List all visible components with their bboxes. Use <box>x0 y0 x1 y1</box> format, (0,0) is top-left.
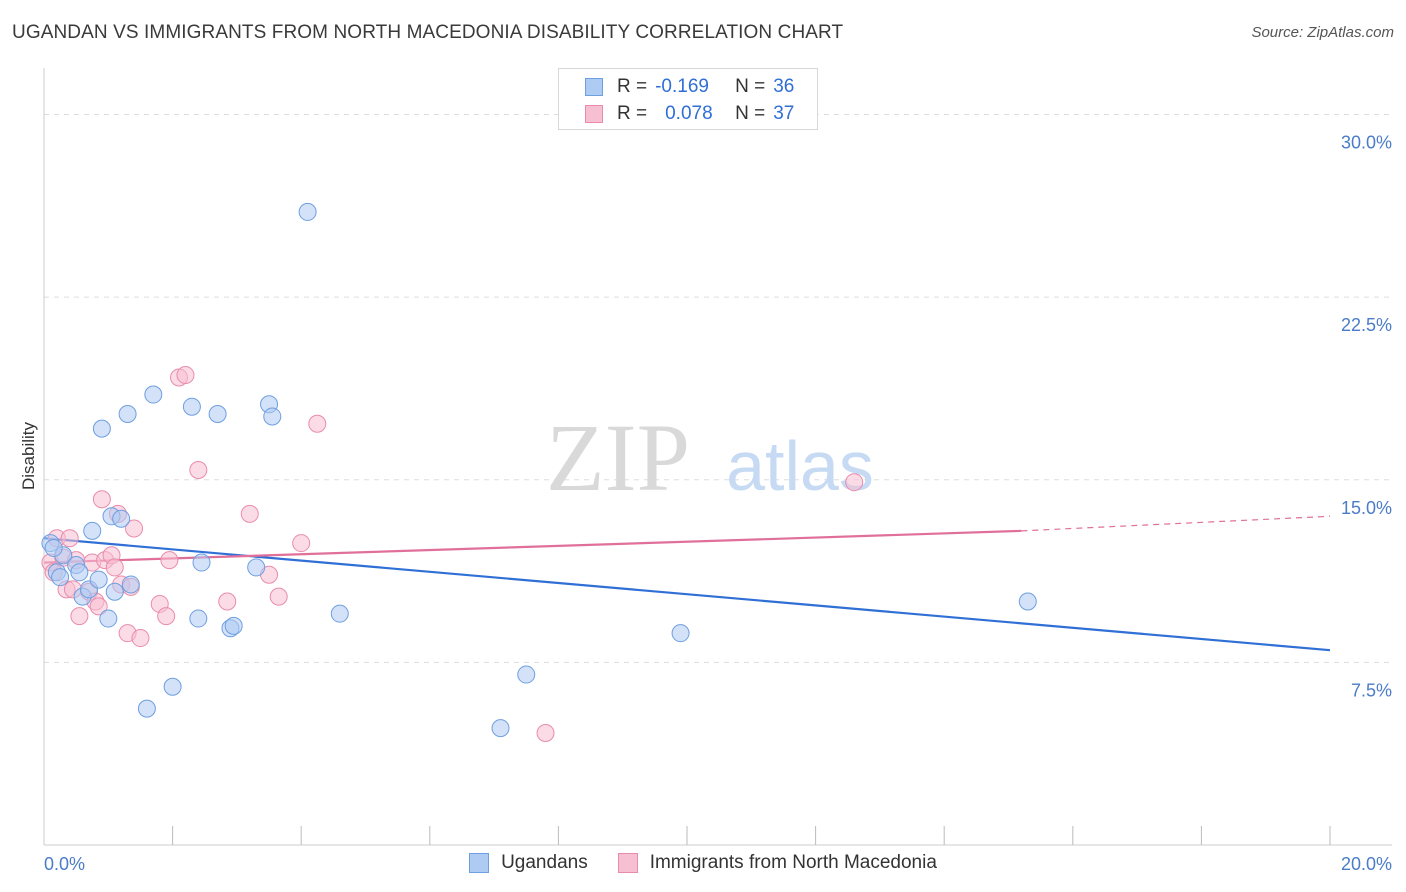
point-macedonia <box>105 558 124 577</box>
point-ugandans <box>1018 592 1037 611</box>
x-tick-label-min: 0.0% <box>44 854 85 874</box>
point-macedonia <box>92 490 111 509</box>
r-value: 0.078 <box>665 103 713 124</box>
blue-swatch-icon <box>585 78 603 96</box>
y-tick-label: 15.0% <box>1341 498 1392 518</box>
legend-item-ugandans: Ugandans <box>469 852 588 874</box>
trend-line-macedonia-extension <box>1021 515 1331 532</box>
point-macedonia <box>160 551 179 570</box>
watermark-zip: ZIP <box>546 404 690 511</box>
y-tick-label: 30.0% <box>1341 133 1392 153</box>
point-ugandans <box>51 568 70 587</box>
pink-swatch-icon <box>585 105 603 123</box>
point-ugandans <box>163 677 182 696</box>
point-macedonia <box>89 597 108 616</box>
point-ugandans <box>44 538 63 557</box>
series-legend: Ugandans Immigrants from North Macedonia <box>0 852 1406 874</box>
point-ugandans <box>118 405 137 424</box>
trend-line-ugandans <box>43 537 1331 652</box>
point-macedonia <box>125 519 144 538</box>
point-ugandans <box>671 624 690 643</box>
point-ugandans <box>137 699 156 718</box>
point-ugandans <box>112 509 131 528</box>
point-macedonia <box>70 607 89 626</box>
point-ugandans <box>330 604 349 623</box>
gridlines <box>44 114 1392 663</box>
point-ugandans <box>224 616 243 635</box>
point-ugandans <box>70 563 89 582</box>
point-ugandans <box>192 553 211 572</box>
n-value: 37 <box>773 103 795 124</box>
pink-swatch-icon <box>617 853 638 873</box>
r-label: R = <box>617 76 648 97</box>
point-macedonia <box>131 629 150 648</box>
point-macedonia <box>157 607 176 626</box>
watermark-atlas: atlas <box>726 427 874 505</box>
point-ugandans <box>517 665 536 684</box>
n-label: N = <box>735 76 766 97</box>
legend-label-macedonia: Immigrants from North Macedonia <box>649 852 937 873</box>
point-ugandans <box>89 570 108 589</box>
point-ugandans <box>144 385 163 404</box>
point-macedonia <box>269 587 288 606</box>
y-tick-label: 7.5% <box>1351 680 1392 700</box>
point-macedonia <box>189 461 208 480</box>
blue-swatch-icon <box>469 853 490 873</box>
point-ugandans <box>208 405 227 424</box>
point-ugandans <box>189 609 208 628</box>
point-ugandans <box>99 609 118 628</box>
point-macedonia <box>845 473 864 492</box>
point-ugandans <box>247 558 266 577</box>
point-ugandans <box>182 397 201 416</box>
point-macedonia <box>176 366 195 385</box>
point-macedonia <box>60 529 79 548</box>
point-macedonia <box>308 414 327 433</box>
data-points <box>41 202 1037 742</box>
point-macedonia <box>240 504 259 523</box>
x-tick-label-max: 20.0% <box>1341 854 1392 874</box>
point-ugandans <box>298 202 317 221</box>
point-macedonia <box>218 592 237 611</box>
point-ugandans <box>263 407 282 426</box>
legend-row-macedonia: R = 0.078 N = 37 <box>585 102 794 126</box>
y-axis-label: Disability <box>19 421 38 490</box>
axes <box>43 68 1392 846</box>
r-label: R = <box>617 103 648 124</box>
point-ugandans <box>92 419 111 438</box>
point-macedonia <box>536 723 555 742</box>
trend-line-macedonia <box>43 529 1022 564</box>
point-ugandans <box>105 582 124 601</box>
n-value: 36 <box>773 76 795 97</box>
source-label: Source: ZipAtlas.com <box>1251 24 1394 41</box>
legend-label-ugandans: Ugandans <box>501 852 588 873</box>
point-ugandans <box>491 719 510 738</box>
tick-labels: 7.5% 15.0% 22.5% 30.0% 0.0% 20.0% Disability <box>19 133 1392 874</box>
legend-row-ugandans: R = -0.169 N = 36 <box>585 75 794 99</box>
n-label: N = <box>735 103 766 124</box>
legend-item-macedonia: Immigrants from North Macedonia <box>617 852 937 874</box>
watermark: ZIP atlas <box>546 404 874 511</box>
correlation-legend: R = -0.169 N = 36 R = 0.078 N = 37 <box>558 68 818 130</box>
r-value: -0.169 <box>655 76 709 97</box>
point-macedonia <box>292 534 311 553</box>
chart-title: UGANDAN VS IMMIGRANTS FROM NORTH MACEDON… <box>12 22 844 43</box>
y-tick-label: 22.5% <box>1341 315 1392 335</box>
point-ugandans <box>83 521 102 540</box>
point-ugandans <box>121 575 140 594</box>
